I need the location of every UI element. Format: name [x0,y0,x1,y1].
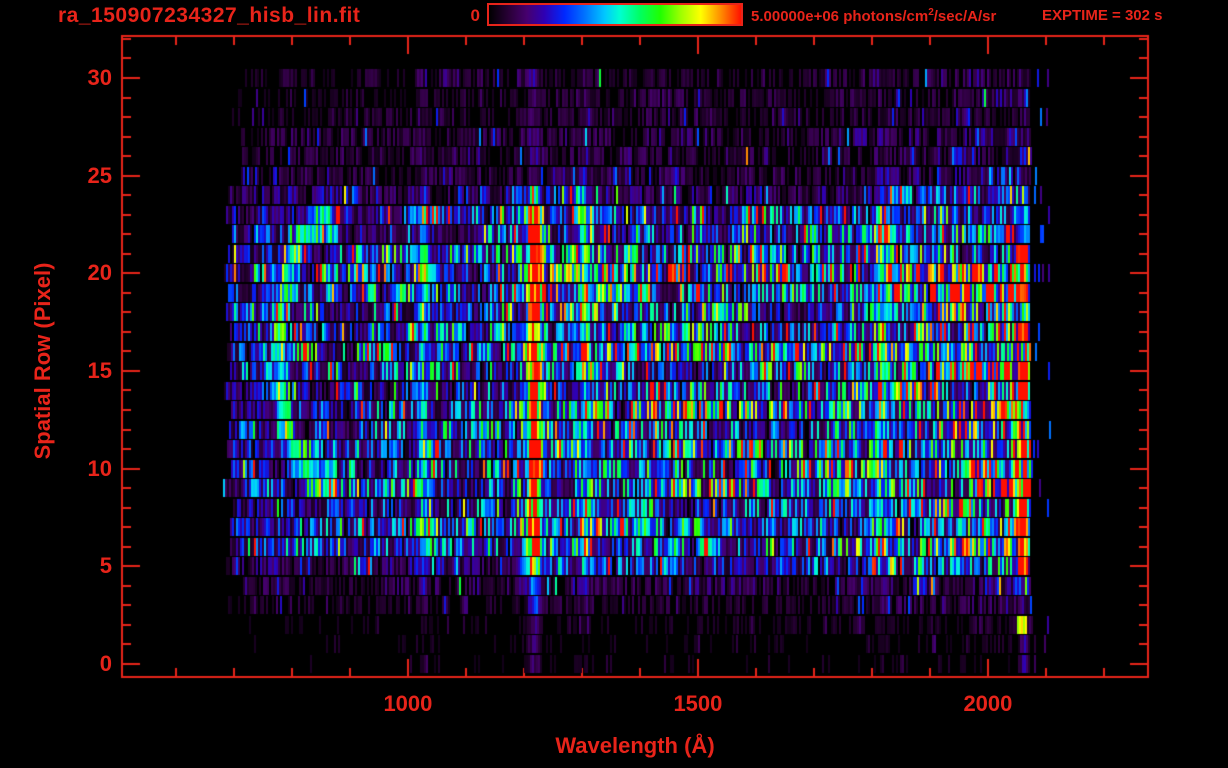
colorbar-units: photons/cm [843,8,929,25]
y-tick-label: 0 [99,650,112,676]
y-tick-label: 10 [87,455,112,481]
colorbar-units-post: /sec/A/sr [933,8,997,25]
y-tick-label: 25 [87,162,112,188]
filename-title: ra_150907234327_hisb_lin.fit [58,4,361,27]
colorbar-min-label: 0 [470,6,480,25]
exptime-label: EXPTIME = 302 s [1042,7,1163,24]
x-tick-label: 1500 [673,691,723,716]
x-tick-label: 1000 [383,691,433,716]
colorbar-max-value: 5.00000e+06 [751,8,840,25]
colorbar-units-sup: 2 [928,7,934,18]
colorbar-max-label: 5.00000e+06 photons/cm2/sec/A/sr [751,7,996,25]
x-axis-label: Wavelength (Å) [555,733,715,758]
colorbar-gradient [487,3,743,26]
y-tick-label: 5 [99,553,112,579]
x-tick-label: 2000 [963,691,1013,716]
y-tick-label: 30 [87,64,112,90]
y-tick-label: 15 [87,357,112,383]
y-tick-label: 20 [87,260,112,286]
